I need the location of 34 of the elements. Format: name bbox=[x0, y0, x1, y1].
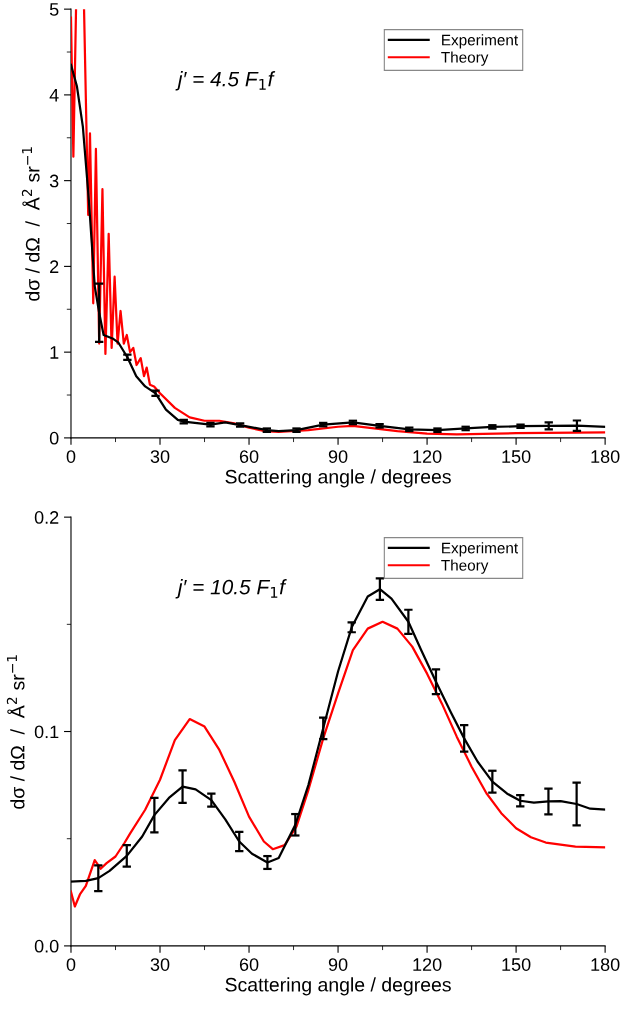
y-tick-label: 4 bbox=[49, 89, 59, 102]
x-axis-title: Scattering angle / degrees bbox=[225, 469, 451, 488]
x-tick-label: 180 bbox=[591, 958, 620, 971]
x-tick-label: 150 bbox=[502, 958, 531, 971]
x-tick-label: 30 bbox=[150, 450, 170, 463]
line-series bbox=[70, 620, 606, 908]
x-tick-label: 0 bbox=[66, 450, 76, 463]
y-tick-label: 1 bbox=[50, 346, 59, 359]
legend-label: Experiment bbox=[442, 542, 519, 557]
y-axis-title: dσ / dΩ / Å$^{2}$ sr$^{−1}$ bbox=[6, 655, 25, 809]
y-tick-label: 0.2 bbox=[34, 511, 59, 524]
x-tick-label: 60 bbox=[239, 958, 259, 971]
annotation: j′ = 4.5 F$_{1}$f bbox=[175, 71, 276, 91]
y-tick-label: 2 bbox=[50, 260, 59, 273]
x-tick-label: 120 bbox=[413, 450, 442, 463]
x-tick-label: 120 bbox=[413, 958, 442, 971]
legend-label: Theory bbox=[441, 51, 489, 66]
legend-label: Theory bbox=[441, 559, 489, 574]
x-tick-label: 150 bbox=[502, 450, 531, 463]
y-tick-label: 5 bbox=[49, 3, 59, 16]
x-tick-label: 180 bbox=[591, 450, 620, 463]
x-tick-label: 60 bbox=[239, 450, 259, 463]
x-tick-label: 30 bbox=[150, 958, 170, 971]
annotation: j′ = 10.5 F$_{1}$f bbox=[175, 579, 287, 599]
x-tick-label: 90 bbox=[328, 450, 348, 463]
x-axis-title: Scattering angle / degrees bbox=[225, 977, 451, 996]
y-tick-label: 0.1 bbox=[34, 725, 59, 739]
y-tick-label: 0.0 bbox=[34, 939, 59, 953]
x-tick-label: 90 bbox=[328, 958, 348, 971]
y-tick-label: 3 bbox=[49, 174, 59, 188]
y-axis-title: dσ / dΩ / Å$^{2}$ sr$^{−1}$ bbox=[21, 147, 40, 301]
legend-label: Experiment bbox=[442, 34, 519, 49]
x-tick-label: 0 bbox=[66, 958, 76, 971]
y-tick-label: 0 bbox=[49, 431, 59, 445]
